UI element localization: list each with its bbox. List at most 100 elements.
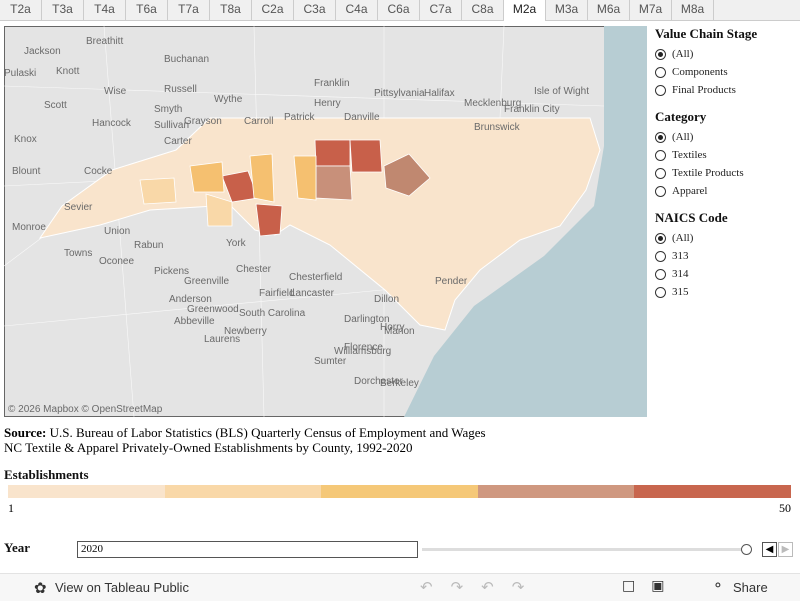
map-attribution: © 2026 Mapbox © OpenStreetMap — [8, 404, 163, 415]
place-label: Lancaster — [290, 288, 335, 299]
filter-title: Value Chain Stage — [655, 26, 758, 41]
radio-button[interactable] — [655, 185, 666, 197]
place-label: Dillon — [374, 294, 399, 305]
view-link[interactable]: View on Tableau Public — [55, 580, 189, 595]
year-input[interactable]: 2020 — [77, 541, 418, 558]
option-label: Apparel — [672, 185, 708, 197]
filter-option[interactable]: 314 — [655, 265, 795, 283]
radio-button[interactable] — [655, 131, 666, 143]
option-label: 315 — [672, 286, 689, 298]
next-button[interactable]: ▶ — [778, 542, 793, 557]
filter-option[interactable]: (All) — [655, 128, 795, 146]
tab[interactable]: T2a — [0, 0, 42, 20]
filter-option[interactable]: Apparel — [655, 182, 795, 200]
radio-button[interactable] — [655, 286, 666, 298]
year-slider-knob[interactable] — [741, 544, 752, 555]
filter-option[interactable]: (All) — [655, 229, 795, 247]
place-label: Buchanan — [164, 54, 209, 65]
place-label: Smyth — [154, 104, 182, 115]
radio-button[interactable] — [655, 268, 666, 280]
tableau-icon: ✿ — [34, 580, 47, 597]
map: Jackson Breathitt Buchanan Pulaski Knott Russ… — [4, 26, 647, 417]
year-slider-track — [422, 548, 746, 551]
prev-button[interactable]: ◀ — [762, 542, 777, 557]
option-label: 313 — [672, 250, 689, 262]
place-label: Brunswick — [474, 122, 521, 133]
place-label: Franklin City — [504, 104, 560, 115]
place-label: Wythe — [214, 94, 243, 105]
source-block: Source: U.S. Bureau of Labor Statistics … — [4, 425, 486, 455]
radio-button[interactable] — [655, 167, 666, 179]
place-label: Pulaski — [4, 68, 36, 79]
tab[interactable]: C8a — [462, 0, 504, 20]
tab[interactable]: C7a — [420, 0, 462, 20]
footer: ✿ View on Tableau Public ↶↷↶↷ □▣ ⚬ Share — [0, 573, 800, 601]
tab[interactable]: C6a — [378, 0, 420, 20]
place-label: Towns — [64, 248, 92, 259]
tab[interactable]: T4a — [84, 0, 126, 20]
tab[interactable]: T3a — [42, 0, 84, 20]
radio-button[interactable] — [655, 66, 666, 78]
filter-option[interactable]: 315 — [655, 283, 795, 301]
place-label: Jackson — [24, 46, 61, 57]
option-label: Textiles — [672, 149, 707, 161]
place-label: Blount — [12, 166, 41, 177]
place-label: Carter — [164, 136, 192, 147]
tab[interactable]: C3a — [294, 0, 336, 20]
place-label: Abbeville — [174, 316, 215, 327]
filter-option[interactable]: (All) — [655, 45, 795, 63]
place-label: Russell — [164, 84, 197, 95]
tab-bar: T2a T3a T4a T6a T7a T8a C2a C3a C4a C6a C7a C8a M2a M… — [0, 0, 800, 21]
tab[interactable]: T8a — [210, 0, 252, 20]
place-label: Pickens — [154, 266, 189, 277]
place-label: Florence — [344, 342, 383, 353]
place-label: Breathitt — [86, 36, 123, 47]
place-label: Halifax — [424, 88, 455, 99]
radio-button[interactable] — [655, 84, 666, 96]
legend-bar — [8, 485, 791, 498]
place-label: South Carolina — [239, 308, 306, 319]
tab[interactable]: M6a — [588, 0, 630, 20]
tab[interactable]: M8a — [672, 0, 714, 20]
filter: NAICS Code (All) 313 314 315 — [655, 210, 795, 301]
share-icon: ⚬ — [712, 578, 724, 594]
place-label: Greenville — [184, 276, 229, 287]
tab[interactable]: M2a — [504, 0, 546, 21]
place-label: Grayson — [184, 116, 222, 127]
place-label: Sevier — [64, 202, 93, 213]
filter-option[interactable]: Components — [655, 63, 795, 81]
filter-title: Category — [655, 109, 707, 124]
option-label: (All) — [672, 232, 694, 244]
radio-button[interactable] — [655, 149, 666, 161]
place-label: Horry — [380, 322, 404, 333]
place-label: Sullivan — [154, 120, 189, 131]
tab[interactable]: T7a — [168, 0, 210, 20]
place-label: Berkeley — [380, 378, 419, 389]
tab[interactable]: C2a — [252, 0, 294, 20]
radio-button[interactable] — [655, 48, 666, 60]
tab[interactable]: M7a — [630, 0, 672, 20]
tab[interactable]: M3a — [546, 0, 588, 20]
download-icons[interactable]: □▣ — [622, 578, 681, 594]
place-label: Sumter — [314, 356, 347, 367]
tab[interactable]: C4a — [336, 0, 378, 20]
radio-button[interactable] — [655, 250, 666, 262]
place-label: Pender — [435, 276, 468, 287]
legend-min: 1 — [8, 501, 14, 515]
undo-redo-icons: ↶↷↶↷ — [420, 578, 543, 596]
place-label: Wise — [104, 86, 127, 97]
place-label: Chester — [236, 264, 272, 275]
radio-button[interactable] — [655, 232, 666, 244]
filter: Value Chain Stage (All) Components Final Pr… — [655, 26, 795, 99]
filter-option[interactable]: 313 — [655, 247, 795, 265]
filter-option[interactable]: Final Products — [655, 81, 795, 99]
source-text: U.S. Bureau of Labor Statistics (BLS) Qu… — [49, 425, 486, 440]
legend-max: 50 — [779, 501, 791, 515]
filter-option[interactable]: Textiles — [655, 146, 795, 164]
legend-title: Establishments — [4, 467, 89, 482]
share-button[interactable]: Share — [733, 580, 768, 595]
filter-option[interactable]: Textile Products — [655, 164, 795, 182]
tab[interactable]: T6a — [126, 0, 168, 20]
place-label: Cocke — [84, 166, 113, 177]
place-label: Anderson — [169, 294, 212, 305]
